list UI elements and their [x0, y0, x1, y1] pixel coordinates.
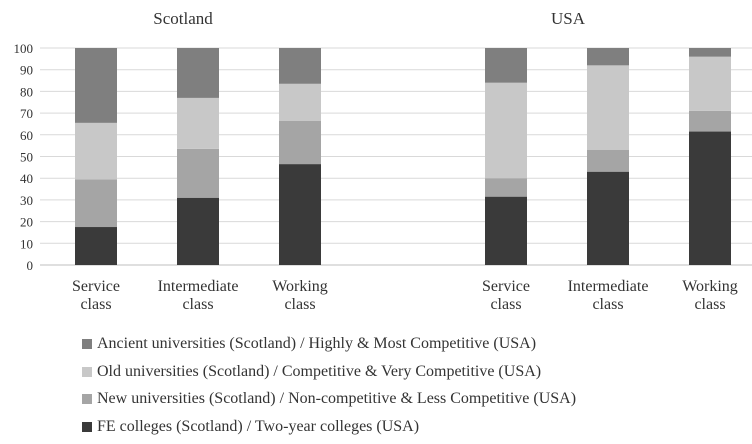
bar-scotland-0-old: [75, 122, 117, 180]
x-tick-label-usa-0-1: class: [490, 296, 521, 313]
x-tick-label-usa-2-0: Working: [682, 278, 738, 295]
legend-item-old: Old universities (Scotland) / Competitiv…: [82, 362, 576, 382]
x-tick-label-scotland-2-0: Working: [272, 278, 328, 295]
bar-scotland-2-ancient: [279, 48, 321, 84]
legend-swatch-old: [82, 366, 92, 377]
bar-usa-2-fe: [689, 131, 731, 265]
y-tick-label-80: 80: [20, 84, 33, 99]
y-tick-label-30: 30: [20, 193, 33, 208]
y-tick-label-10: 10: [20, 236, 33, 251]
stacked-bar-chart: 0102030405060708090100ScotlandServicecla…: [14, 9, 752, 313]
y-tick-label-90: 90: [20, 63, 33, 78]
legend-item-fe: FE colleges (Scotland) / Two-year colleg…: [82, 417, 576, 437]
bar-scotland-1-new: [177, 148, 219, 198]
y-tick-label-20: 20: [20, 215, 33, 230]
legend-item-ancient: Ancient universities (Scotland) / Highly…: [82, 334, 576, 354]
bar-scotland-0-ancient: [75, 48, 117, 123]
y-tick-label-60: 60: [20, 128, 33, 143]
x-tick-label-scotland-1-0: Intermediate: [158, 278, 239, 295]
bar-usa-1-new: [587, 149, 629, 172]
y-tick-label-0: 0: [27, 258, 34, 273]
legend-label-old: Old universities (Scotland) / Competitiv…: [97, 362, 542, 380]
x-tick-label-scotland-1-1: class: [182, 296, 213, 313]
y-tick-label-50: 50: [20, 150, 33, 165]
bar-usa-0-ancient: [485, 48, 527, 83]
bar-scotland-1-ancient: [177, 48, 219, 98]
legend-label-fe: FE colleges (Scotland) / Two-year colleg…: [97, 417, 420, 435]
bar-scotland-0-new: [75, 179, 117, 228]
bar-scotland-0-fe: [75, 227, 117, 265]
bar-scotland-2-new: [279, 120, 321, 165]
bar-scotland-1-old: [177, 97, 219, 149]
bar-usa-2-ancient: [689, 48, 731, 57]
y-tick-label-100: 100: [14, 41, 34, 56]
x-tick-label-usa-2-1: class: [694, 296, 725, 313]
legend-item-new: New universities (Scotland) / Non-compet…: [82, 389, 576, 409]
bar-usa-0-new: [485, 178, 527, 197]
bar-scotland-2-old: [279, 83, 321, 121]
legend-label-new: New universities (Scotland) / Non-compet…: [97, 390, 577, 407]
x-tick-label-scotland-0-0: Service: [72, 278, 120, 295]
bar-usa-0-fe: [485, 196, 527, 265]
bar-usa-1-fe: [587, 171, 629, 265]
bar-usa-1-old: [587, 65, 629, 150]
bar-scotland-1-fe: [177, 197, 219, 265]
panel-title-usa: USA: [551, 9, 586, 28]
bar-usa-1-ancient: [587, 48, 629, 66]
x-tick-label-usa-1-1: class: [592, 296, 623, 313]
x-tick-label-scotland-2-1: class: [284, 296, 315, 313]
y-tick-label-70: 70: [20, 106, 33, 121]
bar-usa-2-new: [689, 110, 731, 132]
x-tick-label-scotland-0-1: class: [80, 296, 111, 313]
bar-usa-2-old: [689, 56, 731, 111]
legend-label-ancient: Ancient universities (Scotland) / Highly…: [97, 335, 537, 352]
legend-swatch-fe: [82, 421, 92, 432]
legend-swatch-new: [82, 394, 92, 404]
x-tick-label-usa-1-0: Intermediate: [568, 278, 649, 295]
legend: Ancient universities (Scotland) / Highly…: [82, 334, 576, 444]
bar-scotland-2-fe: [279, 164, 321, 265]
x-tick-label-usa-0-0: Service: [482, 278, 530, 295]
y-tick-label-40: 40: [20, 171, 33, 186]
legend-swatch-ancient: [82, 339, 92, 349]
bar-usa-0-old: [485, 82, 527, 179]
panel-title-scotland: Scotland: [153, 9, 213, 28]
